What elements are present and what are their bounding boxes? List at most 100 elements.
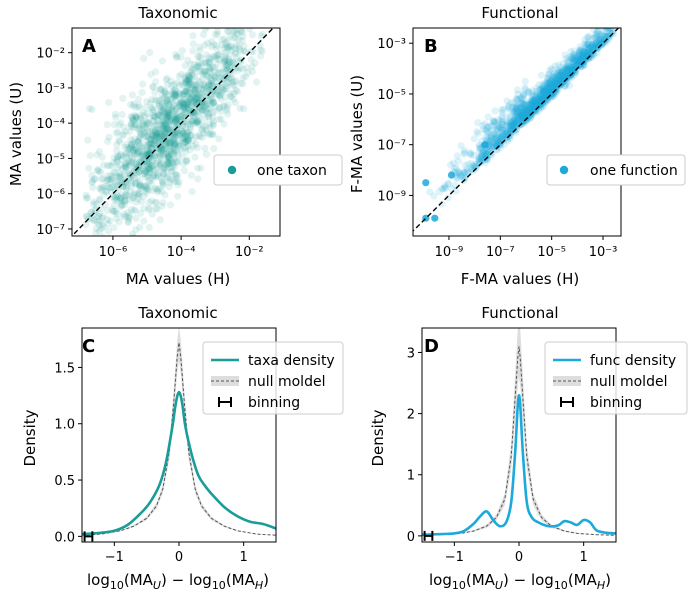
data-point [157, 112, 165, 120]
data-point [564, 68, 572, 76]
data-point [196, 104, 204, 112]
data-point [540, 99, 549, 107]
data-point [193, 84, 201, 92]
data-point [146, 176, 154, 184]
data-point [514, 96, 522, 104]
data-point [179, 135, 187, 143]
data-point [110, 121, 118, 129]
data-point [176, 91, 184, 99]
data-point [188, 80, 196, 88]
data-point [555, 77, 563, 85]
data-point [596, 36, 605, 44]
data-point [138, 161, 146, 169]
data-point [576, 60, 585, 68]
panel-d-letter: D [424, 336, 439, 357]
data-point [159, 118, 167, 126]
data-point [173, 115, 181, 123]
data-point [590, 40, 598, 49]
y-tick-label: 10⁻⁷ [377, 139, 406, 154]
data-point [172, 134, 180, 142]
data-point [181, 62, 189, 70]
data-point [148, 131, 156, 139]
data-point [528, 106, 536, 114]
data-point [513, 114, 521, 122]
data-point [117, 194, 125, 202]
data-point [565, 53, 573, 62]
data-point [527, 100, 535, 108]
data-point [169, 144, 177, 153]
data-point [452, 164, 460, 172]
data-point [105, 162, 113, 170]
data-point [181, 72, 189, 80]
data-point [484, 147, 492, 155]
data-point [176, 82, 184, 90]
data-point [170, 151, 178, 159]
data-point [600, 19, 607, 26]
data-point [145, 204, 153, 212]
data-point [591, 44, 599, 53]
data-point [226, 32, 235, 40]
data-point [526, 106, 534, 114]
panel-a-legend-box [213, 154, 343, 186]
data-point [505, 104, 513, 112]
data-point [490, 140, 498, 148]
data-point [168, 103, 176, 111]
data-point [122, 160, 130, 168]
data-point [507, 117, 515, 126]
data-point [229, 63, 237, 71]
data-point [519, 90, 527, 98]
data-point [498, 134, 506, 142]
data-point [96, 195, 104, 203]
data-point [181, 102, 189, 110]
data-point [124, 143, 132, 152]
data-point [172, 91, 180, 99]
data-point [480, 149, 488, 157]
data-point [201, 101, 210, 109]
data-point [520, 116, 528, 124]
data-point [573, 56, 581, 64]
data-point [144, 150, 152, 158]
data-point [585, 34, 593, 42]
data-point [145, 178, 153, 186]
data-point [553, 74, 562, 82]
data-point [158, 99, 166, 107]
data-point [514, 114, 522, 122]
data-point [528, 97, 536, 105]
data-point [164, 112, 172, 120]
data-point [506, 132, 514, 140]
data-point [142, 133, 151, 141]
data-point [128, 158, 136, 166]
data-point [193, 77, 201, 85]
data-point [141, 173, 149, 181]
data-point [160, 151, 168, 159]
data-point [171, 140, 180, 148]
data-point [512, 119, 520, 127]
data-point [513, 102, 521, 110]
data-point [558, 76, 566, 84]
data-point [153, 133, 162, 141]
data-point [130, 233, 137, 236]
data-point [184, 72, 192, 80]
data-point [186, 78, 195, 87]
data-point [527, 100, 535, 108]
data-point [490, 117, 498, 125]
data-point [523, 106, 531, 114]
data-point [149, 117, 158, 125]
data-point [493, 145, 501, 153]
data-point [115, 218, 123, 226]
data-point [99, 233, 106, 236]
data-point [162, 90, 170, 98]
data-point [157, 133, 165, 141]
data-point [164, 127, 172, 135]
data-point [562, 68, 570, 76]
data-point [195, 53, 203, 61]
data-point [503, 129, 511, 137]
data-point [100, 190, 108, 199]
data-point [180, 129, 189, 137]
data-point [534, 100, 543, 108]
data-point [197, 67, 205, 76]
data-point [489, 136, 497, 144]
data-point [181, 113, 189, 121]
data-point [601, 35, 610, 43]
data-point [189, 136, 197, 144]
